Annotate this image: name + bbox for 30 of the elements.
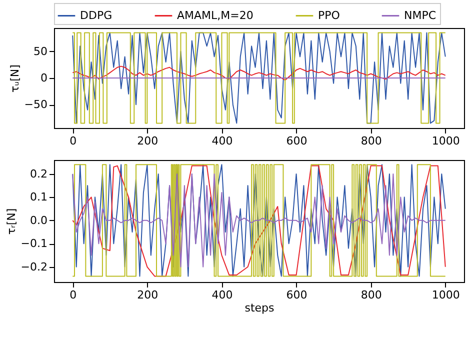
legend-label: NMPC — [404, 8, 436, 22]
y-tick-label: −0.1 — [20, 237, 48, 250]
y-axis-title: τᵤ[N] — [8, 64, 22, 92]
x-tick-label: 400 — [212, 134, 233, 148]
x-tick-label: 800 — [360, 288, 382, 302]
y-tick-label: 0.1 — [30, 190, 48, 204]
y-tick-label: 0.0 — [30, 214, 48, 227]
legend-label: DDPG — [80, 8, 112, 22]
line-series — [72, 66, 446, 81]
x-tick-label: 600 — [286, 288, 308, 302]
x-axis-title: steps — [244, 302, 275, 314]
y-tick-label: −0.2 — [20, 260, 48, 274]
legend-label: PPO — [318, 8, 340, 22]
x-tick-label: 1000 — [432, 288, 460, 302]
y-tick-label: 0.2 — [30, 167, 48, 180]
x-tick-label: 1000 — [432, 134, 460, 148]
x-tick-label: 800 — [360, 134, 382, 148]
x-tick-label: 0 — [70, 288, 77, 302]
x-tick-label: 600 — [286, 134, 308, 148]
y-tick-label: −50 — [24, 98, 48, 112]
y-tick-label: 50 — [34, 44, 48, 58]
y-axis-title: τᵣ[N] — [4, 208, 18, 235]
y-tick-label: 0 — [40, 72, 48, 84]
x-tick-label: 0 — [70, 134, 77, 148]
legend-label: AMAML,M=20 — [177, 8, 254, 22]
x-tick-label: 400 — [212, 288, 233, 302]
line-series — [72, 173, 446, 268]
x-tick-label: 200 — [137, 288, 158, 302]
x-tick-label: 200 — [137, 134, 158, 148]
line-series — [72, 32, 446, 124]
